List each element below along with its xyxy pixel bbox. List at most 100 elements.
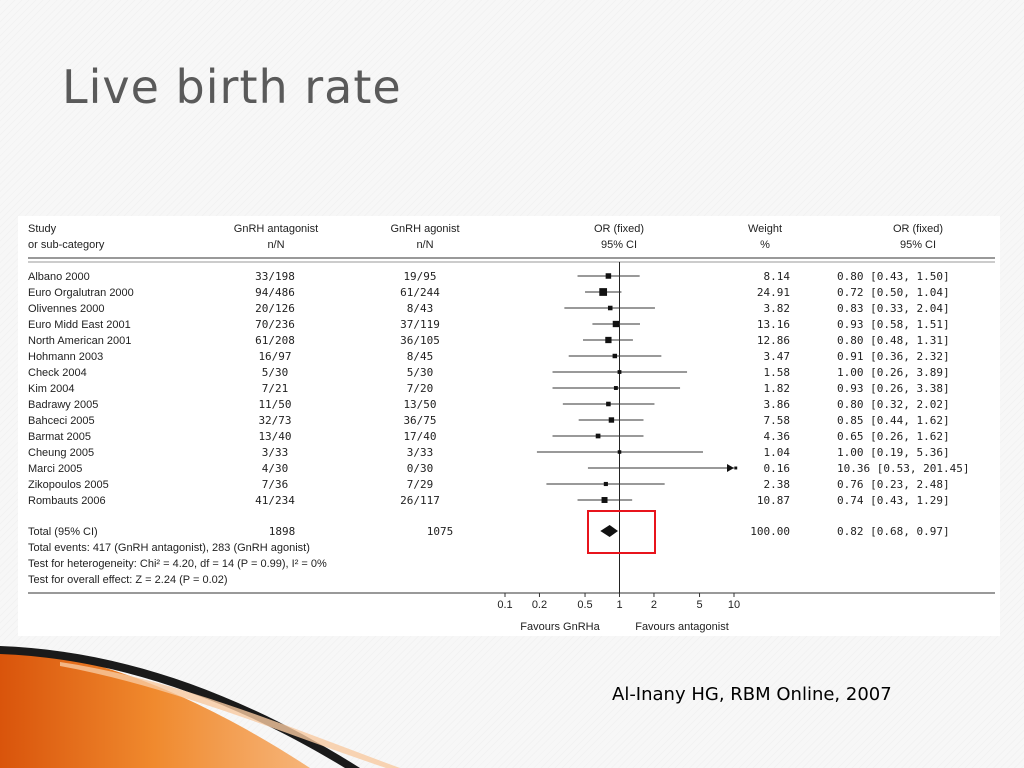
study-name: Bahceci 2005 bbox=[28, 415, 95, 427]
study-weight: 1.82 bbox=[764, 382, 791, 395]
study-name: Barmat 2005 bbox=[28, 431, 91, 443]
x-tick-label: 0.2 bbox=[532, 599, 547, 611]
pooled-diamond bbox=[600, 525, 618, 537]
x-tick-label: 10 bbox=[728, 599, 740, 611]
study-weight: 0.16 bbox=[764, 462, 791, 475]
study-weight: 13.16 bbox=[757, 318, 790, 331]
footnote: Test for heterogeneity: Chi² = 4.20, df … bbox=[28, 558, 327, 570]
study-weight: 3.86 bbox=[764, 398, 791, 411]
total-label: Total (95% CI) bbox=[28, 526, 98, 538]
forest-plot-figure: Study or sub-category GnRH antagonist n/N Gn… bbox=[18, 216, 1000, 636]
study-weight: 3.82 bbox=[764, 302, 791, 315]
footnote: Total events: 417 (GnRH antagonist), 283… bbox=[28, 542, 310, 554]
header-weight: Weight bbox=[748, 223, 782, 235]
study-point bbox=[605, 273, 612, 279]
study-weight: 24.91 bbox=[757, 286, 790, 299]
agonist-count: 8/43 bbox=[407, 302, 434, 315]
antagonist-count: 4/30 bbox=[262, 462, 289, 475]
study-name: Rombauts 2006 bbox=[28, 495, 106, 507]
study-weight: 7.58 bbox=[764, 414, 791, 427]
study-or-ci: 0.85 [0.44, 1.62] bbox=[837, 414, 950, 427]
study-point bbox=[607, 305, 613, 311]
antagonist-count: 7/36 bbox=[262, 478, 289, 491]
study-weight: 12.86 bbox=[757, 334, 790, 347]
x-tick-label: 1 bbox=[616, 599, 622, 611]
study-or-ci: 0.93 [0.26, 3.38] bbox=[837, 382, 950, 395]
study-weight: 2.38 bbox=[764, 478, 791, 491]
x-tick-label: 0.5 bbox=[577, 599, 592, 611]
x-tick-label: 2 bbox=[651, 599, 657, 611]
study-or-ci: 0.65 [0.26, 1.62] bbox=[837, 430, 950, 443]
study-or-ci: 0.80 [0.32, 2.02] bbox=[837, 398, 950, 411]
total-antagonist: 1898 bbox=[269, 525, 296, 538]
agonist-count: 13/50 bbox=[403, 398, 436, 411]
study-point bbox=[601, 497, 608, 503]
study-point bbox=[606, 401, 611, 407]
study-or-ci: 10.36 [0.53, 201.45] bbox=[837, 462, 969, 475]
study-weight: 3.47 bbox=[764, 350, 791, 363]
study-point bbox=[605, 336, 612, 344]
header-weight-sub: % bbox=[760, 239, 770, 251]
antagonist-count: 13/40 bbox=[258, 430, 291, 443]
study-point bbox=[617, 370, 622, 374]
study-or-ci: 0.72 [0.50, 1.04] bbox=[837, 286, 950, 299]
study-point bbox=[613, 386, 618, 390]
x-tick-label: 0.1 bbox=[497, 599, 512, 611]
header-study: Study bbox=[28, 223, 57, 235]
header-plot: OR (fixed) bbox=[594, 223, 644, 235]
study-name: Olivennes 2000 bbox=[28, 303, 104, 315]
study-name: Check 2004 bbox=[28, 367, 87, 379]
study-or-ci: 0.80 [0.43, 1.50] bbox=[837, 270, 950, 283]
study-point bbox=[599, 288, 608, 296]
header-plot-sub: 95% CI bbox=[601, 239, 637, 251]
study-or-ci: 0.76 [0.23, 2.48] bbox=[837, 478, 950, 491]
study-point bbox=[603, 481, 608, 487]
agonist-count: 61/244 bbox=[400, 286, 440, 299]
study-or-ci: 0.91 [0.36, 2.32] bbox=[837, 350, 950, 363]
study-weight: 4.36 bbox=[764, 430, 791, 443]
agonist-count: 7/20 bbox=[407, 382, 434, 395]
study-point bbox=[612, 320, 620, 328]
study-point bbox=[608, 417, 615, 423]
antagonist-count: 32/73 bbox=[258, 414, 291, 427]
header-or-sub: 95% CI bbox=[900, 239, 936, 251]
total-weight: 100.00 bbox=[750, 525, 790, 538]
study-weight: 10.87 bbox=[757, 494, 790, 507]
total-agonist: 1075 bbox=[427, 525, 454, 538]
study-name: Euro Orgalutran 2000 bbox=[28, 287, 134, 299]
study-or-ci: 1.00 [0.19, 5.36] bbox=[837, 446, 950, 459]
agonist-count: 7/29 bbox=[407, 478, 434, 491]
antagonist-count: 33/198 bbox=[255, 270, 295, 283]
antagonist-count: 94/486 bbox=[255, 286, 295, 299]
study-or-ci: 0.74 [0.43, 1.29] bbox=[837, 494, 950, 507]
antagonist-count: 11/50 bbox=[258, 398, 291, 411]
agonist-count: 3/33 bbox=[407, 446, 434, 459]
study-name: Hohmann 2003 bbox=[28, 351, 103, 363]
header-antagonist: GnRH antagonist bbox=[234, 223, 318, 235]
study-name: Zikopoulos 2005 bbox=[28, 479, 109, 491]
footnote: Test for overall effect: Z = 2.24 (P = 0… bbox=[28, 574, 228, 586]
study-name: North American 2001 bbox=[28, 335, 131, 347]
study-point bbox=[595, 433, 601, 439]
antagonist-count: 20/126 bbox=[255, 302, 295, 315]
agonist-count: 26/117 bbox=[400, 494, 440, 507]
antagonist-count: 5/30 bbox=[262, 366, 289, 379]
study-weight: 1.58 bbox=[764, 366, 791, 379]
study-name: Marci 2005 bbox=[28, 463, 82, 475]
citation: Al-Inany HG, RBM Online, 2007 bbox=[612, 684, 892, 705]
agonist-count: 0/30 bbox=[407, 462, 434, 475]
header-antagonist-sub: n/N bbox=[267, 239, 284, 251]
x-tick-label: 5 bbox=[696, 599, 702, 611]
favours-left-label: Favours GnRHa bbox=[520, 621, 600, 633]
antagonist-count: 41/234 bbox=[255, 494, 295, 507]
agonist-count: 36/75 bbox=[403, 414, 436, 427]
favours-right-label: Favours antagonist bbox=[635, 621, 729, 633]
agonist-count: 5/30 bbox=[407, 366, 434, 379]
antagonist-count: 3/33 bbox=[262, 446, 289, 459]
agonist-count: 17/40 bbox=[403, 430, 436, 443]
header-agonist: GnRH agonist bbox=[390, 223, 459, 235]
study-weight: 1.04 bbox=[764, 446, 791, 459]
forest-plot-svg: Study or sub-category GnRH antagonist n/N Gn… bbox=[28, 223, 995, 633]
decorative-swoosh bbox=[0, 646, 400, 768]
study-or-ci: 0.80 [0.48, 1.31] bbox=[837, 334, 950, 347]
